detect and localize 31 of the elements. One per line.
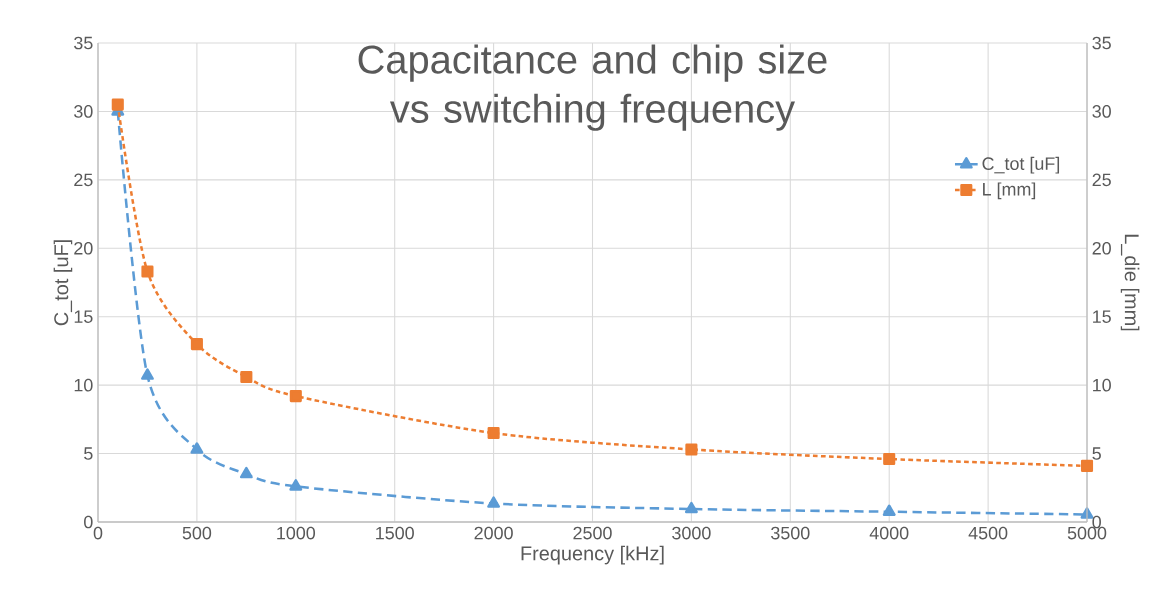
x-tick-label: 1000 xyxy=(277,526,316,540)
x-tick-label: 500 xyxy=(182,526,212,540)
y-tick-label: 20 xyxy=(74,241,93,255)
x-tick-label: 2500 xyxy=(573,526,612,540)
y2-tick-label: 20 xyxy=(1092,241,1111,255)
y2-tick-label: 5 xyxy=(1092,447,1101,460)
x-tick-label: 3000 xyxy=(672,526,711,540)
y2-tick-label: 10 xyxy=(1093,378,1111,392)
y-tick-label: 5 xyxy=(84,447,93,460)
legend-label: L [mm] xyxy=(983,182,1036,200)
y2-tick-label: 15 xyxy=(1093,310,1111,323)
x-tick-label: 1500 xyxy=(376,526,414,540)
y2-tick-label: 30 xyxy=(1092,105,1111,118)
y-tick-label: 25 xyxy=(74,173,93,187)
x-axis-title: Frequency [kHz] xyxy=(521,545,664,565)
y-tick-label: 0 xyxy=(84,515,93,529)
y-axis-title: C_tot [uF] xyxy=(53,240,73,326)
legend-label: C_tot [uF] xyxy=(982,156,1060,174)
x-tick-label: 4500 xyxy=(968,526,1008,540)
x-tick-label: 3500 xyxy=(771,526,810,540)
y-tick-label: 15 xyxy=(74,310,93,323)
text: Capacitance and chip size vs switching frequency xyxy=(358,44,827,131)
x-tick-label: 0 xyxy=(93,526,103,540)
y-tick-label: 10 xyxy=(74,378,93,392)
y-tick-label: 35 xyxy=(74,36,93,50)
x-tick-label: 4000 xyxy=(869,526,909,540)
y2-tick-label: 25 xyxy=(1092,173,1111,187)
y2-axis-title: L_die [mm] xyxy=(1120,234,1140,331)
x-tick-label: 2000 xyxy=(474,526,513,540)
y-tick-label: 30 xyxy=(74,105,93,118)
y2-tick-label: 35 xyxy=(1092,36,1111,50)
